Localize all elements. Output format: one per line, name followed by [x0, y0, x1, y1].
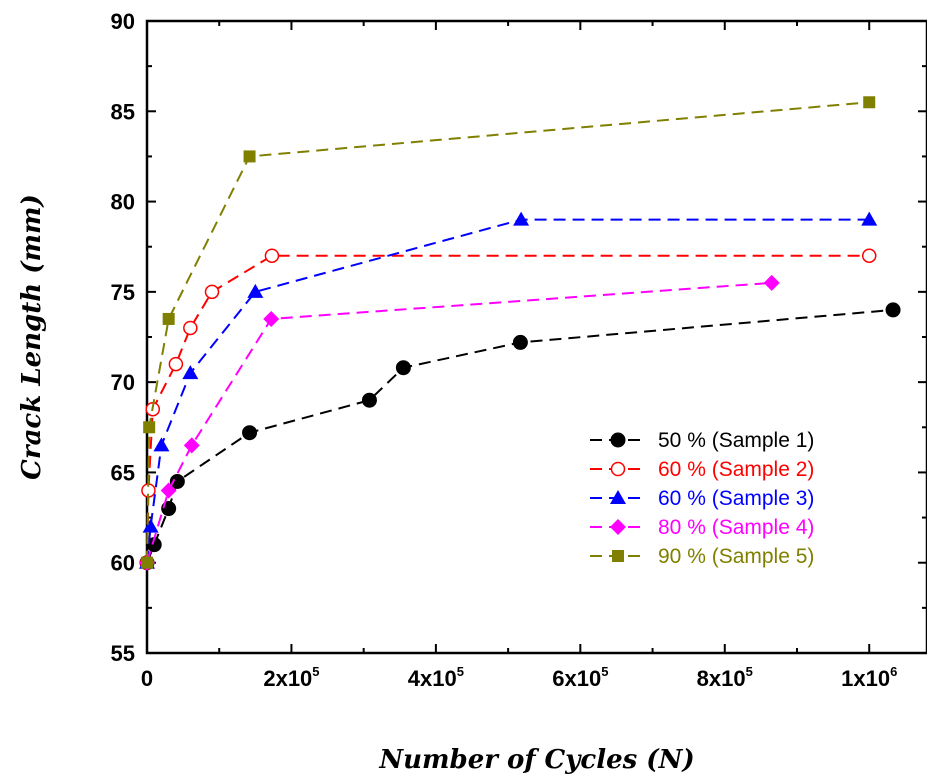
data-point [183, 320, 198, 336]
data-point [162, 312, 175, 325]
data-point [242, 425, 258, 441]
data-point [143, 421, 156, 434]
data-point [863, 96, 876, 109]
legend-marker [610, 461, 626, 477]
data-point [168, 356, 184, 372]
series-3 [139, 211, 878, 569]
x-axis-title: Number of Cycles (N) [378, 745, 694, 775]
data-point [861, 211, 878, 226]
data-point [361, 392, 377, 408]
y-axis-title: Crack Length (mm) [17, 194, 47, 480]
x-axis: 0 2x105 4x105 6x105 8x105 1x106 [141, 21, 897, 691]
y-tick-label: 80 [111, 190, 135, 215]
data-point [204, 284, 220, 300]
data-point [763, 274, 780, 291]
series-layer [139, 96, 901, 571]
series-line [146, 101, 870, 563]
data-point [182, 365, 199, 380]
data-point [885, 302, 901, 318]
legend-marker [610, 519, 626, 535]
data-point [512, 334, 528, 350]
data-point [169, 473, 185, 489]
legend-item: 90 % (Sample 5) [590, 545, 814, 568]
y-tick-label: 90 [111, 9, 135, 34]
legend-marker [610, 490, 626, 504]
legend-item: 80 % (Sample 4) [590, 516, 814, 539]
legend-marker [612, 550, 624, 562]
legend-label: 50 % (Sample 1) [658, 429, 814, 452]
y-axis: 55 60 65 70 75 80 85 90 [111, 9, 927, 666]
data-point [153, 437, 170, 452]
data-point [263, 310, 280, 327]
y-tick-label: 55 [111, 641, 135, 666]
data-point [513, 211, 530, 226]
data-point [247, 283, 264, 298]
legend-label: 60 % (Sample 2) [658, 458, 814, 481]
data-point [183, 437, 200, 454]
data-point [395, 360, 411, 376]
data-point [142, 518, 159, 533]
data-point [264, 248, 280, 263]
data-point [243, 150, 256, 163]
legend-marker [610, 432, 626, 448]
legend-label: 90 % (Sample 5) [658, 545, 814, 568]
data-point [141, 556, 153, 569]
y-tick-label: 85 [111, 99, 135, 124]
x-tick-label: 1x106 [841, 664, 897, 691]
data-point [160, 482, 177, 499]
legend-item: 50 % (Sample 1) [590, 429, 814, 452]
y-tick-label: 65 [111, 460, 135, 485]
legend-item: 60 % (Sample 2) [590, 458, 814, 481]
x-tick-label: 0 [141, 666, 153, 691]
y-tick-label: 70 [111, 370, 135, 395]
data-point [861, 248, 877, 263]
x-tick-label: 8x105 [697, 664, 753, 691]
legend-item: 60 % (Sample 3) [590, 487, 814, 510]
y-tick-label: 75 [111, 280, 135, 305]
x-tick-label: 4x105 [408, 664, 464, 691]
x-tick-label: 2x105 [263, 664, 319, 691]
x-tick-label: 6x105 [552, 664, 608, 691]
series-5 [141, 96, 876, 569]
legend-label: 80 % (Sample 4) [658, 516, 814, 539]
series-line [146, 281, 772, 564]
series-line [146, 218, 870, 563]
legend: 50 % (Sample 1) 60 % (Sample 2) 60 % (Samp… [590, 429, 814, 568]
legend-label: 60 % (Sample 3) [658, 487, 814, 510]
y-tick-label: 60 [111, 551, 135, 576]
